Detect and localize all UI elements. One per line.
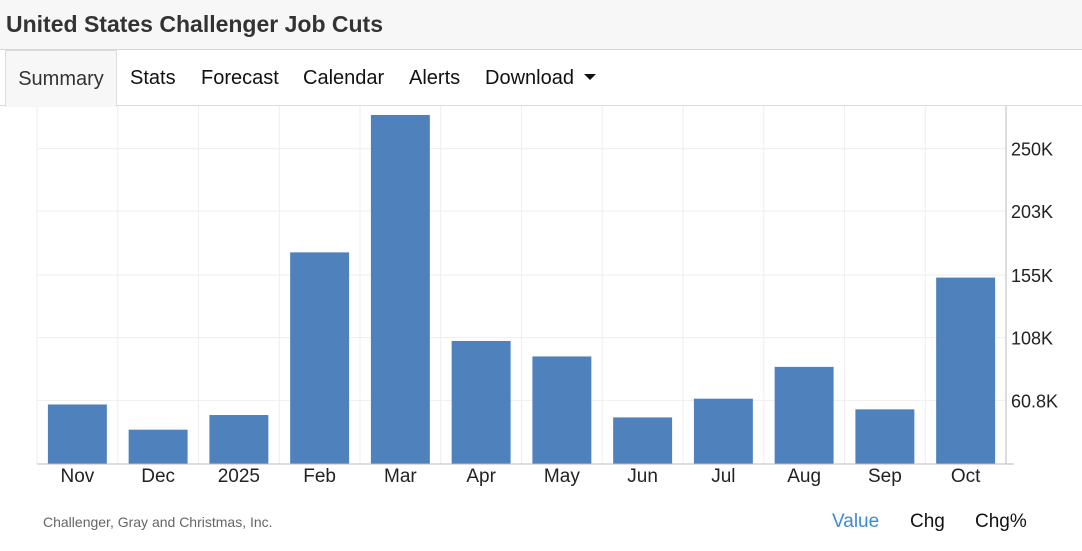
bar: [209, 415, 269, 464]
bar: [936, 277, 996, 464]
y-tick-label: 155K: [1011, 266, 1053, 286]
x-tick-label: Jul: [711, 466, 735, 487]
title-bar: United States Challenger Job Cuts: [0, 0, 1082, 50]
bar: [532, 356, 592, 464]
bar: [693, 398, 753, 464]
x-tick-label: Apr: [466, 466, 496, 487]
bar: [613, 417, 673, 464]
page-title: United States Challenger Job Cuts: [6, 11, 384, 37]
bar: [451, 340, 511, 464]
chart-area: 60.8K 108K 155K 203K 250K Nov Dec 2025 Feb Mar Apr…: [0, 106, 1082, 494]
tab-download[interactable]: Download: [485, 50, 596, 106]
mode-chg-button[interactable]: Chg: [910, 511, 945, 532]
x-tick-label: May: [544, 466, 580, 487]
x-tick-label: Sep: [868, 466, 902, 487]
y-tick-label: 203K: [1011, 202, 1053, 222]
tab-download-label: Download: [485, 67, 574, 89]
mode-value-button[interactable]: Value: [832, 511, 880, 532]
tab-alerts[interactable]: Alerts: [409, 67, 461, 89]
bar: [47, 404, 107, 464]
x-tick-label: 2025: [218, 466, 260, 487]
chevron-down-icon: [583, 73, 596, 80]
bar: [370, 114, 430, 464]
x-tick-label: Oct: [951, 466, 981, 487]
chart-source: Challenger, Gray and Christmas, Inc.: [43, 514, 273, 530]
bar-chart: 60.8K 108K 155K 203K 250K Nov Dec 2025 Feb Mar Apr…: [36, 106, 1058, 487]
x-tick-label: Aug: [787, 466, 821, 487]
y-tick-label: 250K: [1011, 140, 1053, 160]
bar: [855, 409, 915, 464]
bar: [774, 366, 834, 464]
tab-stats[interactable]: Stats: [130, 67, 176, 89]
bar: [128, 429, 188, 464]
tab-summary[interactable]: Summary: [5, 50, 117, 107]
x-tick-label: Jun: [627, 466, 658, 487]
y-tick-label: 108K: [1011, 329, 1053, 349]
tab-forecast[interactable]: Forecast: [201, 67, 279, 89]
tab-bar: Summary Stats Forecast Calendar Alerts D…: [0, 50, 1082, 107]
mode-chgpct-button[interactable]: Chg%: [975, 511, 1027, 532]
x-tick-label: Nov: [60, 466, 94, 487]
bar: [290, 252, 350, 464]
x-tick-label: Feb: [303, 466, 336, 487]
x-tick-label: Mar: [384, 466, 417, 487]
y-tick-label: 60.8K: [1011, 391, 1058, 411]
tab-calendar[interactable]: Calendar: [303, 67, 385, 89]
x-tick-label: Dec: [141, 466, 175, 487]
